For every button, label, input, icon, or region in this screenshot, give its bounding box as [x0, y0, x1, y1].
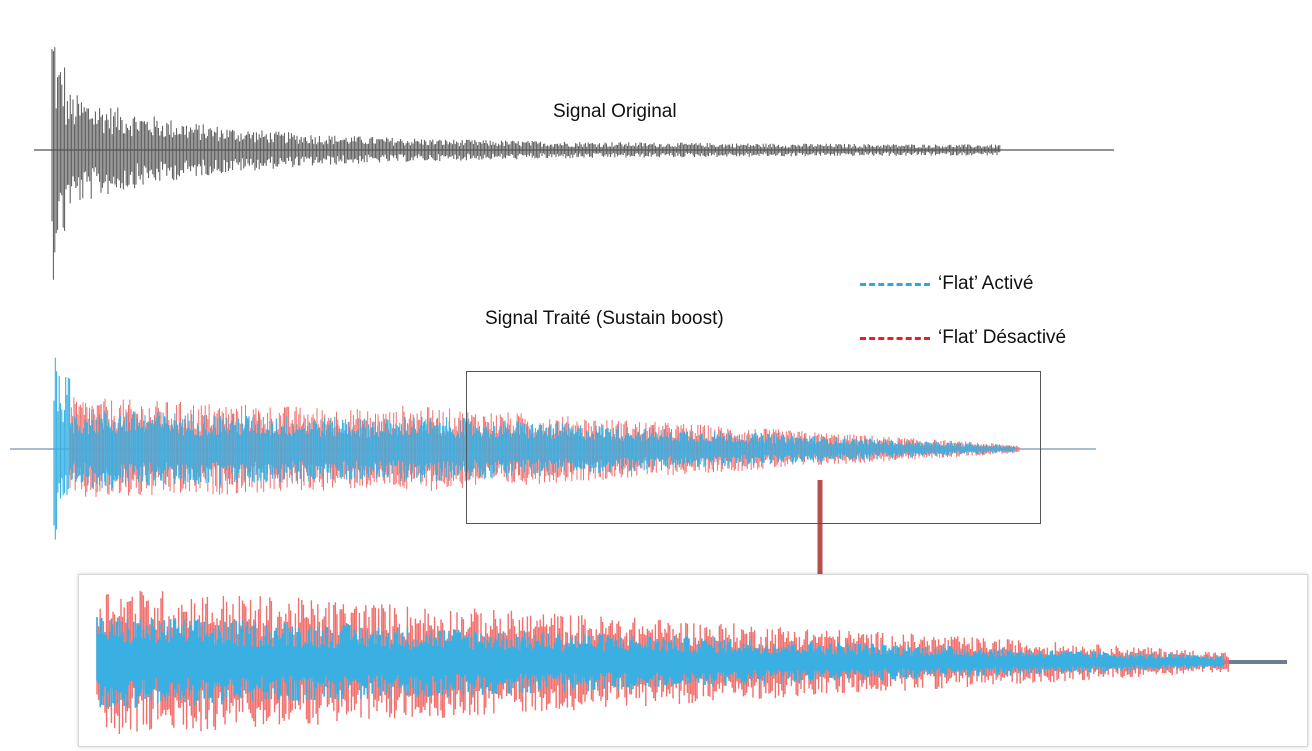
- legend-item-flat-active: ‘Flat’ Activé: [860, 273, 1033, 295]
- legend-label-active: ‘Flat’ Activé: [938, 273, 1034, 294]
- processed-signal-label: Signal Traité (Sustain boost): [485, 308, 724, 329]
- zoomed-waveform-traces: [96, 590, 1287, 734]
- legend-label-inactive: ‘Flat’ Désactivé: [938, 327, 1067, 348]
- zoomed-waveform: [96, 590, 1287, 734]
- legend-swatch-active: [860, 282, 930, 286]
- original-signal-label: Signal Original: [553, 101, 677, 122]
- zoom-selection-box: [466, 371, 1041, 524]
- processed-signal-waveform: [10, 357, 1096, 540]
- legend-item-flat-inactive: ‘Flat’ Désactivé: [860, 327, 1066, 349]
- original-signal-waveform: [34, 47, 1114, 280]
- zoom-detail-panel: [78, 574, 1308, 747]
- legend-swatch-inactive: [860, 336, 930, 340]
